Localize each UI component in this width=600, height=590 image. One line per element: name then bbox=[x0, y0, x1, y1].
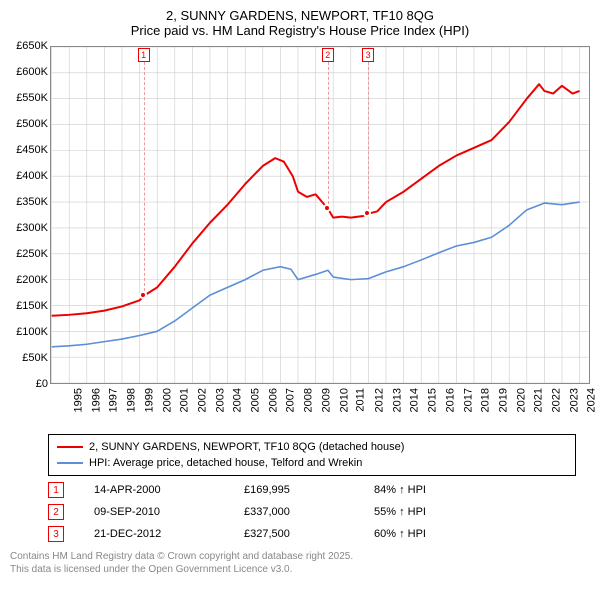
x-axis-label: 2009 bbox=[320, 388, 332, 412]
x-axis-label: 2008 bbox=[303, 388, 315, 412]
x-axis-label: 2007 bbox=[285, 388, 297, 412]
event-row: 3 21-DEC-2012 £327,500 60% ↑ HPI bbox=[48, 526, 576, 542]
y-axis-label: £250K bbox=[6, 248, 48, 260]
chart-plot bbox=[50, 46, 590, 384]
x-axis-label: 2019 bbox=[497, 388, 509, 412]
event-number-box: 2 bbox=[48, 504, 64, 520]
x-axis-label: 1995 bbox=[72, 388, 84, 412]
event-hpi: 84% ↑ HPI bbox=[374, 484, 426, 496]
event-date: 09-SEP-2010 bbox=[94, 506, 214, 518]
legend-swatch bbox=[57, 462, 83, 464]
event-row: 2 09-SEP-2010 £337,000 55% ↑ HPI bbox=[48, 504, 576, 520]
x-axis-label: 2004 bbox=[232, 388, 244, 412]
y-axis-label: £50K bbox=[6, 352, 48, 364]
chart-title-line1: 2, SUNNY GARDENS, NEWPORT, TF10 8QG bbox=[4, 8, 596, 23]
x-axis-label: 2011 bbox=[355, 388, 367, 412]
legend-label: 2, SUNNY GARDENS, NEWPORT, TF10 8QG (det… bbox=[89, 439, 404, 455]
attribution-line2: This data is licensed under the Open Gov… bbox=[10, 563, 592, 576]
x-axis-label: 2013 bbox=[391, 388, 403, 412]
event-number-box: 1 bbox=[48, 482, 64, 498]
legend-swatch bbox=[57, 446, 83, 448]
legend-label: HPI: Average price, detached house, Telf… bbox=[89, 455, 362, 471]
event-hpi: 60% ↑ HPI bbox=[374, 528, 426, 540]
y-axis-label: £650K bbox=[6, 40, 48, 52]
x-axis-label: 2022 bbox=[551, 388, 563, 412]
x-axis-label: 2016 bbox=[444, 388, 456, 412]
event-marker-line bbox=[368, 62, 369, 214]
event-date: 21-DEC-2012 bbox=[94, 528, 214, 540]
x-axis-label: 1998 bbox=[126, 388, 138, 412]
chart-title-line2: Price paid vs. HM Land Registry's House … bbox=[4, 23, 596, 38]
x-axis-label: 2014 bbox=[409, 388, 421, 412]
y-axis-label: £200K bbox=[6, 274, 48, 286]
x-axis-label: 2023 bbox=[568, 388, 580, 412]
x-axis-label: 2012 bbox=[373, 388, 385, 412]
event-hpi: 55% ↑ HPI bbox=[374, 506, 426, 518]
event-price: £337,000 bbox=[244, 506, 344, 518]
y-axis-label: £450K bbox=[6, 144, 48, 156]
event-price: £169,995 bbox=[244, 484, 344, 496]
y-axis-label: £150K bbox=[6, 300, 48, 312]
event-price: £327,500 bbox=[244, 528, 344, 540]
y-axis-label: £350K bbox=[6, 196, 48, 208]
x-axis-label: 2018 bbox=[480, 388, 492, 412]
event-marker-line bbox=[328, 62, 329, 209]
y-axis-label: £100K bbox=[6, 326, 48, 338]
chart-container: 2, SUNNY GARDENS, NEWPORT, TF10 8QG Pric… bbox=[0, 0, 600, 580]
x-axis-label: 1999 bbox=[143, 388, 155, 412]
event-marker-line bbox=[144, 62, 145, 296]
x-axis-label: 1996 bbox=[90, 388, 102, 412]
event-date: 14-APR-2000 bbox=[94, 484, 214, 496]
event-marker-box: 3 bbox=[362, 48, 374, 62]
y-axis-label: £400K bbox=[6, 170, 48, 182]
legend-item: HPI: Average price, detached house, Telf… bbox=[57, 455, 567, 471]
x-axis-label: 1997 bbox=[108, 388, 120, 412]
event-marker-box: 1 bbox=[138, 48, 150, 62]
y-axis-label: £600K bbox=[6, 66, 48, 78]
y-axis-label: £0 bbox=[6, 378, 48, 390]
event-marker-dot bbox=[363, 209, 371, 217]
x-axis-label: 2006 bbox=[267, 388, 279, 412]
y-axis-label: £500K bbox=[6, 118, 48, 130]
legend-box: 2, SUNNY GARDENS, NEWPORT, TF10 8QG (det… bbox=[48, 434, 576, 476]
x-axis-label: 2000 bbox=[161, 388, 173, 412]
x-axis-label: 2003 bbox=[214, 388, 226, 412]
x-axis-label: 2001 bbox=[179, 388, 191, 412]
chart-area: £0 £50K £100K £150K £200K £250K £300K £350K £400… bbox=[6, 42, 594, 428]
attribution-text: Contains HM Land Registry data © Crown c… bbox=[10, 550, 592, 576]
attribution-line1: Contains HM Land Registry data © Crown c… bbox=[10, 550, 592, 563]
y-axis-label: £550K bbox=[6, 92, 48, 104]
event-marker-dot bbox=[323, 204, 331, 212]
event-marker-box: 2 bbox=[322, 48, 334, 62]
event-number-box: 3 bbox=[48, 526, 64, 542]
x-axis-label: 2021 bbox=[533, 388, 545, 412]
x-axis-label: 2017 bbox=[462, 388, 474, 412]
x-axis-label: 2015 bbox=[427, 388, 439, 412]
legend-item: 2, SUNNY GARDENS, NEWPORT, TF10 8QG (det… bbox=[57, 439, 567, 455]
x-axis-label: 2020 bbox=[515, 388, 527, 412]
event-row: 1 14-APR-2000 £169,995 84% ↑ HPI bbox=[48, 482, 576, 498]
x-axis-label: 2005 bbox=[250, 388, 262, 412]
x-axis-label: 2002 bbox=[196, 388, 208, 412]
y-axis-label: £300K bbox=[6, 222, 48, 234]
events-table: 1 14-APR-2000 £169,995 84% ↑ HPI 2 09-SEP-201… bbox=[48, 482, 576, 542]
event-marker-dot bbox=[139, 291, 147, 299]
x-axis-label: 2010 bbox=[338, 388, 350, 412]
x-axis-label: 2024 bbox=[586, 388, 598, 412]
